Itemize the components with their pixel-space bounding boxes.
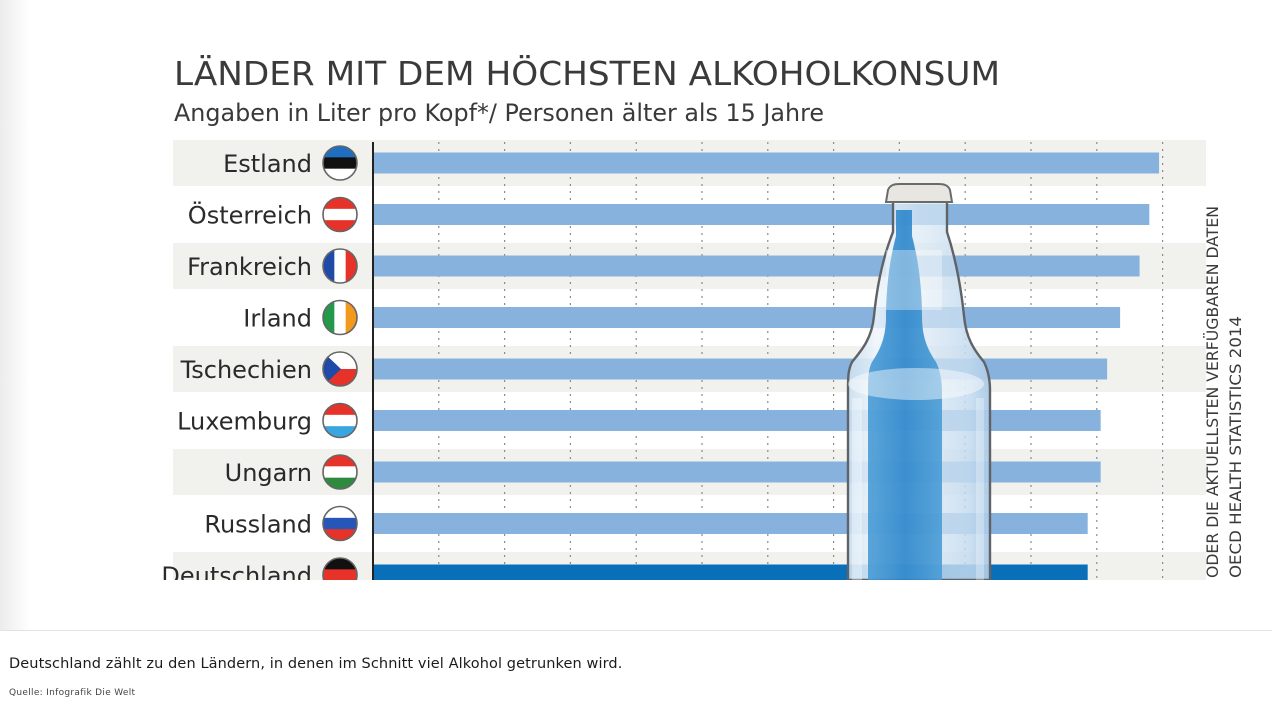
side-note-line-1: ODER DIE AKTUELLSTEN VERFÜGBAREN DATEN [1203, 206, 1222, 578]
category-label: Estland [223, 150, 312, 178]
category-label: Deutschland [161, 562, 312, 580]
bottle-left-reflection [852, 398, 862, 580]
flag-estland-icon [322, 145, 358, 181]
bottle-liquid [868, 210, 942, 580]
caption-divider [0, 630, 1272, 631]
figure-frame: Estland Österreich Frankreich Irland Tschech… [0, 0, 1245, 630]
bottle-cap [884, 183, 954, 203]
bar-frankreich [374, 255, 1140, 277]
bar-estland [374, 152, 1160, 174]
side-note-line-2: OECD HEALTH STATISTICS 2014 [1226, 316, 1245, 578]
bottle-shoulder-highlight [848, 368, 984, 400]
left-shade [0, 0, 30, 630]
category-label: Tschechien [180, 356, 312, 384]
flag-österreich-icon [322, 196, 358, 233]
category-label: Russland [204, 511, 312, 539]
image-caption: Deutschland zählt zu den Ländern, in den… [9, 656, 623, 672]
flag-deutschland-icon [322, 557, 358, 580]
infographic: Estland Österreich Frankreich Irland Tschech… [161, 53, 1245, 580]
category-label: Irland [243, 305, 312, 333]
chart-title: LÄNDER MIT DEM HÖCHSTEN ALKOHOLKONSUM [174, 53, 1000, 93]
flag-tschechien-icon [322, 351, 358, 387]
category-label: Luxemburg [177, 408, 312, 436]
bottle-illustration [846, 183, 992, 580]
bar-chart: Estland Österreich Frankreich Irland Tschech… [161, 53, 1245, 580]
flag-irland-icon [322, 299, 358, 336]
bar-tschechien [374, 358, 1108, 380]
category-label: Frankreich [187, 253, 312, 281]
flag-ungarn-icon [322, 454, 358, 490]
category-label: Ungarn [225, 459, 312, 487]
bar-ungarn [374, 461, 1101, 483]
image-source: Quelle: Infografik Die Welt [9, 688, 136, 698]
bar-österreich [374, 204, 1150, 225]
flag-russland-icon [322, 505, 358, 542]
bar-luxemburg [374, 410, 1101, 431]
bar-irland [374, 307, 1121, 328]
bottle-liquid-band [886, 250, 942, 310]
bottle-right-reflection [976, 398, 984, 580]
chart-subtitle: Angaben in Liter pro Kopf*/ Personen ält… [174, 99, 824, 127]
flag-frankreich-icon [322, 248, 358, 284]
flag-luxemburg-icon [322, 402, 358, 439]
category-label: Österreich [188, 201, 312, 230]
